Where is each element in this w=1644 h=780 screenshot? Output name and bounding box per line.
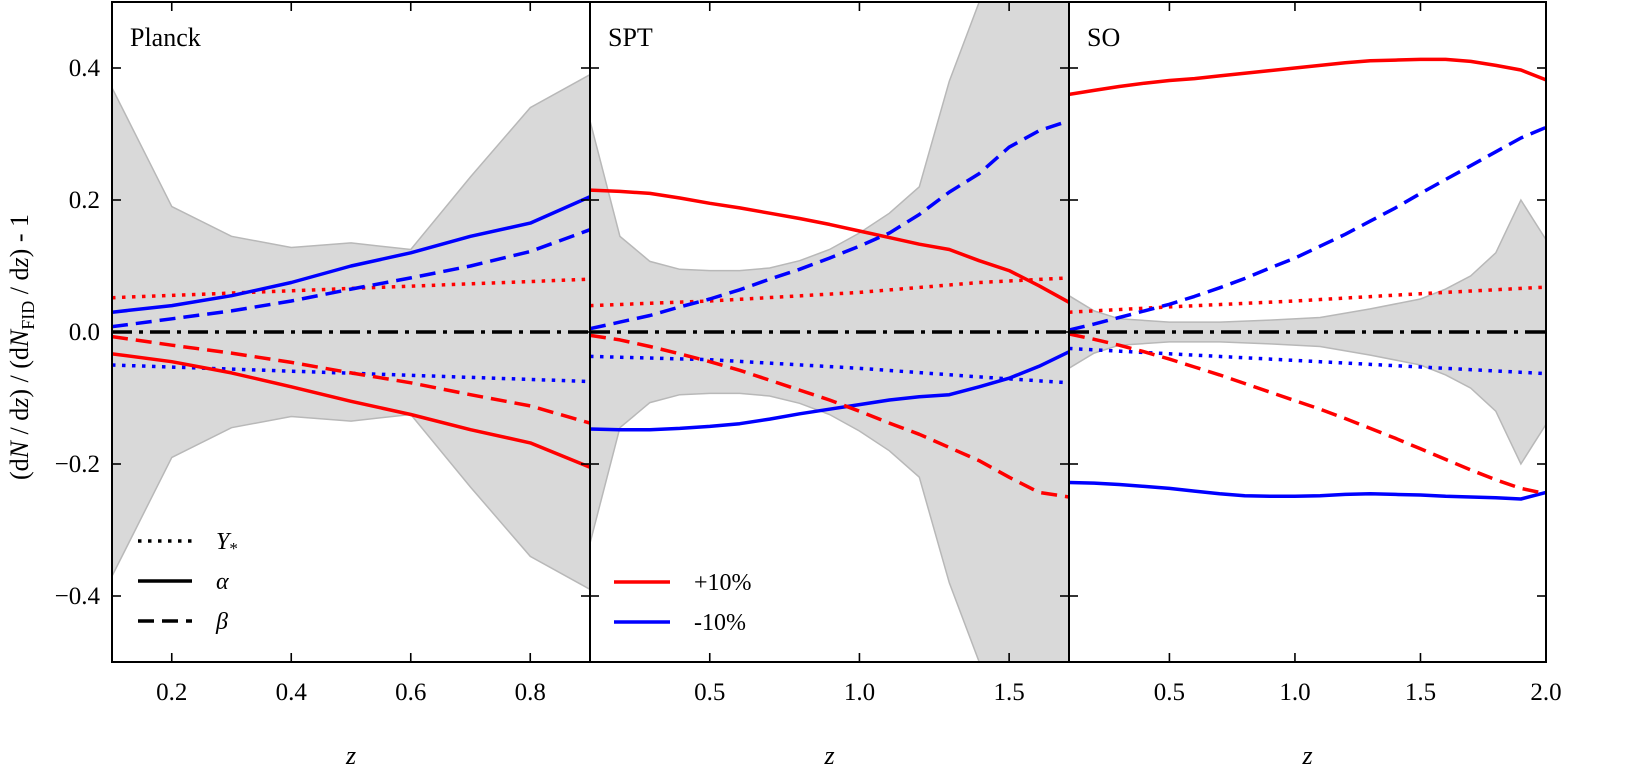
- legend-label: β: [215, 609, 228, 635]
- x-tick-label: 1.5: [994, 679, 1025, 706]
- panel-spt: 0.5 1.0 1.5 z SPT +10% -10%: [589, 1, 1070, 770]
- panel-title: SPT: [608, 23, 653, 52]
- series-line-beta-10-: [590, 333, 1069, 499]
- series-line-beta-10-: [112, 334, 590, 425]
- x-axis-label: z: [823, 741, 834, 770]
- y-tick-label: −0.4: [55, 583, 101, 610]
- plot-area: [1069, 57, 1546, 501]
- panel-title: Planck: [130, 23, 201, 52]
- series-line-alpha-10-: [112, 195, 590, 314]
- plot-area: [112, 73, 590, 591]
- series-line-alpha-10-: [112, 352, 590, 469]
- series-line-beta-10-: [1069, 332, 1546, 496]
- x-tick-label: 0.2: [156, 679, 187, 706]
- series-line-beta-10-: [112, 228, 590, 329]
- legend-label: +10%: [694, 570, 752, 596]
- y-tick-label: −0.2: [55, 451, 100, 478]
- y-tick-label: 0.4: [69, 55, 101, 82]
- x-tick-label: 2.0: [1530, 679, 1561, 706]
- series-line-alpha-10-: [590, 188, 1069, 304]
- y-axis-label: (dN / dz) / (dNFID / dz) - 1: [5, 214, 38, 480]
- legend-label: Y*: [216, 529, 238, 558]
- x-axis-label: z: [345, 741, 356, 770]
- x-tick-label: 0.8: [515, 679, 546, 706]
- legend-label: -10%: [694, 610, 746, 636]
- x-tick-label: 0.4: [276, 679, 308, 706]
- y-tick-label: 0.0: [69, 319, 100, 346]
- series-line-alpha-10-: [1069, 57, 1546, 97]
- uncertainty-band: [590, 2, 1069, 662]
- x-tick-label: 1.0: [1279, 679, 1310, 706]
- legend-label: α: [216, 569, 229, 595]
- x-tick-label: 0.5: [694, 679, 725, 706]
- series-line-alpha-10-: [590, 350, 1069, 432]
- x-tick-label: 1.0: [844, 679, 875, 706]
- series-line-beta-10-: [590, 119, 1069, 331]
- series-line-beta-10-: [1069, 125, 1546, 332]
- x-tick-label: 0.6: [395, 679, 426, 706]
- x-axis-label: z: [1301, 741, 1312, 770]
- y-tick-label: 0.2: [69, 187, 100, 214]
- panel-so: 0.5 1.0 1.5 2.0 z SO: [1068, 1, 1562, 770]
- x-tick-label: 1.5: [1405, 679, 1436, 706]
- panel-planck: 0.4 0.2 0.0 −0.2 −0.4 0.2 0.4 0.6 0.8 z Planck Y* αβ: [55, 1, 591, 770]
- panel-title: SO: [1087, 23, 1120, 52]
- plot-area: [590, 2, 1069, 662]
- x-tick-label: 0.5: [1154, 679, 1185, 706]
- series-line-alpha-10-: [1069, 480, 1546, 501]
